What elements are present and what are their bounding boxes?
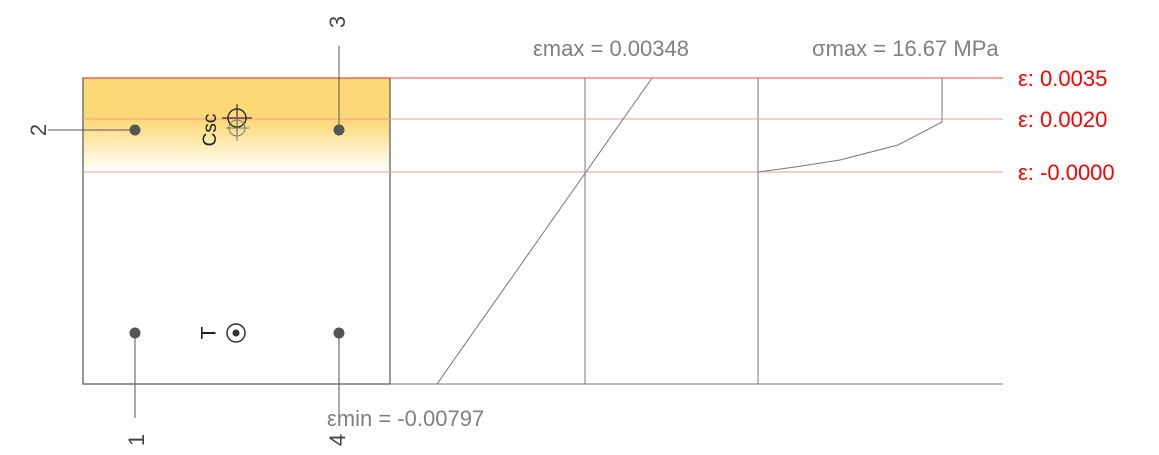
strain-level-label-1: ε: 0.0020: [1018, 107, 1107, 132]
strain-level-label-2: ε: -0.0000: [1018, 160, 1115, 185]
bar-label-3: 3: [325, 16, 350, 28]
eps-min-label: εmin = -0.00797: [327, 406, 484, 431]
strain-level-label-0: ε: 0.0035: [1018, 66, 1107, 91]
tension-resultant-icon: [226, 323, 246, 343]
bar-label-2: 2: [26, 124, 51, 136]
eps-max-label: εmax = 0.00348: [533, 36, 689, 61]
sigma-max-label: σmax = 16.67 MPa: [812, 36, 999, 61]
strain-profile-line: [436, 77, 653, 385]
tension-resultant-label: T: [198, 326, 221, 339]
stress-block-curve: [757, 78, 943, 173]
compression-resultant-icon: [222, 104, 252, 141]
bar-label-4: 4: [325, 434, 350, 446]
bar-label-1: 1: [124, 434, 149, 446]
compression-resultant-label: Csc: [200, 114, 221, 147]
